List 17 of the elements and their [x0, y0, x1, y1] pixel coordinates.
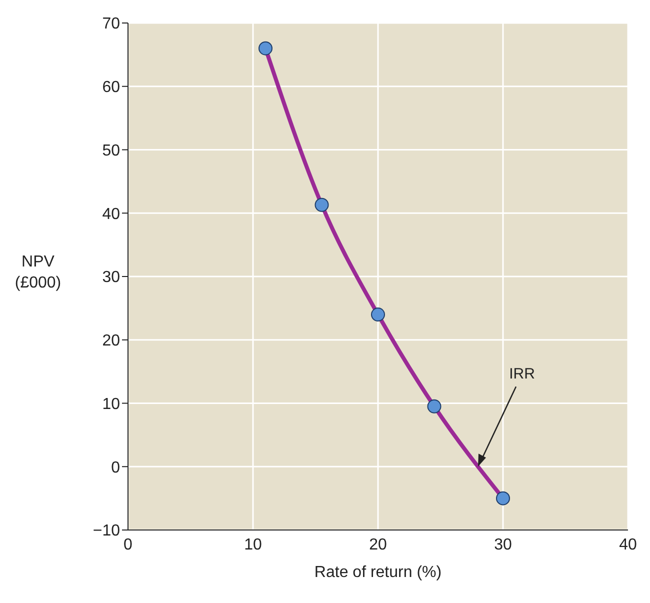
y-tick-label: 30	[102, 269, 120, 286]
y-tick-label: 40	[102, 206, 120, 223]
y-tick-label: 60	[102, 79, 120, 96]
x-tick-label: 0	[124, 536, 133, 554]
y-tick-label: 10	[102, 396, 120, 413]
y-tick-label: 0	[111, 459, 120, 476]
x-tick-label: 10	[244, 536, 262, 554]
y-tick-label: 70	[102, 16, 120, 33]
y-tick-label: 50	[102, 142, 120, 160]
y-axis-title: NPV (£000)	[14, 254, 62, 292]
x-tick-label: 30	[494, 536, 512, 554]
x-tick-label: 20	[369, 536, 387, 554]
y-tick-label: −10	[92, 522, 120, 540]
x-axis-title: Rate of return (%)	[314, 564, 442, 581]
x-tick-label: 40	[619, 536, 637, 554]
y-tick-label: 20	[102, 332, 120, 350]
annotation: IRR	[509, 366, 536, 383]
